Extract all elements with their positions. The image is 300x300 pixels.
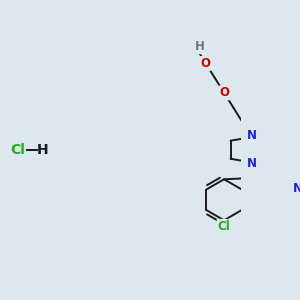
- Text: H: H: [36, 143, 48, 157]
- Text: Cl: Cl: [218, 220, 230, 233]
- Text: N: N: [247, 129, 257, 142]
- Text: N: N: [293, 182, 300, 195]
- Text: H: H: [194, 40, 204, 53]
- Text: N: N: [247, 157, 257, 170]
- Text: O: O: [201, 57, 211, 70]
- Text: O: O: [219, 86, 229, 99]
- Text: Cl: Cl: [11, 143, 26, 157]
